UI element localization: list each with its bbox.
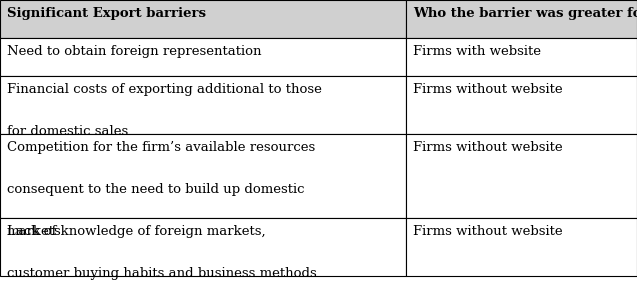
Text: Financial costs of exporting additional to those

for domestic sales: Financial costs of exporting additional … (7, 83, 322, 138)
Text: Firms without website: Firms without website (413, 83, 562, 96)
Bar (0, 76, 406, 134)
Bar (406, 134, 637, 218)
Bar (406, 218, 637, 276)
Bar (0, 0, 406, 38)
Bar (0, 38, 406, 76)
Bar (0, 134, 406, 218)
Bar (406, 76, 637, 134)
Text: Firms with website: Firms with website (413, 45, 541, 58)
Text: Competition for the firm’s available resources

consequent to the need to build : Competition for the firm’s available res… (7, 141, 315, 238)
Bar (0, 218, 406, 276)
Bar (406, 0, 637, 38)
Text: Significant Export barriers: Significant Export barriers (7, 7, 206, 20)
Text: Lack of knowledge of foreign markets,

customer buying habits and business metho: Lack of knowledge of foreign markets, cu… (7, 225, 317, 280)
Text: Need to obtain foreign representation: Need to obtain foreign representation (7, 45, 262, 58)
Text: Who the barrier was greater for: Who the barrier was greater for (413, 7, 637, 20)
Text: Firms without website: Firms without website (413, 225, 562, 238)
Bar (406, 38, 637, 76)
Text: Firms without website: Firms without website (413, 141, 562, 154)
